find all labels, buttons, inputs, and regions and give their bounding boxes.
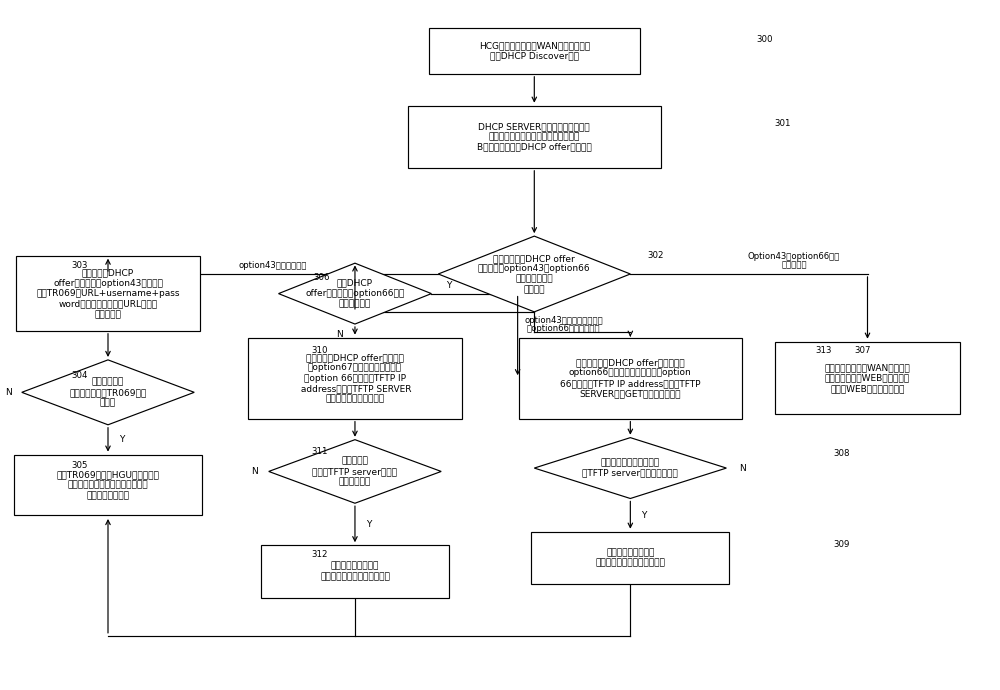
Polygon shape <box>269 440 441 503</box>
Text: Option43和option66均不: Option43和option66均不 <box>748 252 840 261</box>
Text: 310: 310 <box>312 346 328 355</box>
FancyBboxPatch shape <box>408 106 661 168</box>
Polygon shape <box>279 263 431 324</box>
Text: 304: 304 <box>72 371 88 380</box>
FancyBboxPatch shape <box>248 337 462 419</box>
Text: 在有效信息: 在有效信息 <box>781 260 807 269</box>
Text: 判断是否接
收到由TFTP server下发的
通用配置文件: 判断是否接 收到由TFTP server下发的 通用配置文件 <box>312 457 397 486</box>
Text: 311: 311 <box>312 446 328 455</box>
Text: 但option66存在有效信息: 但option66存在有效信息 <box>527 324 601 333</box>
Text: 终端设备允许通过WAN口远程访
问本终端设备的WEB页面的功能
，通过WEB方式来进行配置: 终端设备允许通过WAN口远程访 问本终端设备的WEB页面的功能 ，通过WEB方式… <box>825 363 910 393</box>
Text: HCG型终端设备通过WAN连接向网络中
广播DHCP Discover报文: HCG型终端设备通过WAN连接向网络中 广播DHCP Discover报文 <box>479 41 590 61</box>
FancyBboxPatch shape <box>16 257 200 331</box>
Text: 判断DHCP
offer响应报文中option66是否
存在有效信息: 判断DHCP offer响应报文中option66是否 存在有效信息 <box>305 279 405 308</box>
Text: N: N <box>252 467 258 476</box>
Text: 300: 300 <box>757 35 773 44</box>
Text: DHCP SERVER判断本地存在可用于
自动部署的选择信息，向终端设备发送
B包括选择信息的DHCP offer响应报文: DHCP SERVER判断本地存在可用于 自动部署的选择信息，向终端设备发送 B… <box>477 122 592 152</box>
Text: 313: 313 <box>816 346 832 355</box>
Text: option43存在有效信息: option43存在有效信息 <box>239 261 307 270</box>
FancyBboxPatch shape <box>531 531 729 584</box>
Text: 302: 302 <box>647 251 664 260</box>
Text: 终端设备获取DHCP offer响应报文中
option66字段中的信息，且根据option
66字段信息TFTP IP address自动向TFTP
SERV: 终端设备获取DHCP offer响应报文中 option66字段中的信息，且根据… <box>560 358 701 398</box>
FancyBboxPatch shape <box>519 337 742 419</box>
Text: 301: 301 <box>774 119 791 128</box>
Text: 终端设备判断
是否可以实现与TR069平台
的通信: 终端设备判断 是否可以实现与TR069平台 的通信 <box>69 377 147 407</box>
Text: Y: Y <box>119 435 124 444</box>
Text: N: N <box>739 464 745 473</box>
Text: 终端设备判断DHCP offer
响应报文的option43和option66
字段中是否存在
有效信息: 终端设备判断DHCP offer 响应报文的option43和option66 … <box>478 254 591 294</box>
Text: 308: 308 <box>833 448 850 457</box>
Text: 312: 312 <box>312 550 328 559</box>
Text: 307: 307 <box>855 346 871 355</box>
Text: option43不存在有效信息，: option43不存在有效信息， <box>524 316 603 325</box>
Polygon shape <box>534 437 726 498</box>
FancyBboxPatch shape <box>775 342 960 414</box>
FancyBboxPatch shape <box>429 28 640 74</box>
Text: 终端设备将DHCP
offer响应报文中option43字段中的
信息TR069的URL+username+pass
word分别添加到对应的URL、用户
名和: 终端设备将DHCP offer响应报文中option43字段中的 信息TR069… <box>36 268 180 319</box>
Text: 终端设备按照该通用
配置文件对终端设备进行配置: 终端设备按照该通用 配置文件对终端设备进行配置 <box>320 562 390 581</box>
FancyBboxPatch shape <box>261 545 449 598</box>
Text: N: N <box>5 388 11 397</box>
Text: 306: 306 <box>314 273 330 282</box>
Text: 接收TR069平台对HGU型终端设备
下发的管理和配置的报文，对终端
设备实现自动配置: 接收TR069平台对HGU型终端设备 下发的管理和配置的报文，对终端 设备实现自… <box>57 470 159 500</box>
Text: Y: Y <box>641 511 647 520</box>
Text: 端设备获取DHCP offer响应报文
中option67字段中的信息，且根
据option 66字段信息TFTP IP
 address自动向TFTP SER: 端设备获取DHCP offer响应报文 中option67字段中的信息，且根 据… <box>298 353 412 404</box>
Polygon shape <box>438 236 630 312</box>
Text: N: N <box>336 331 343 339</box>
Text: 305: 305 <box>72 461 88 470</box>
Text: 终端设备判断是否接收到
由TFTP server下发的配置文件: 终端设备判断是否接收到 由TFTP server下发的配置文件 <box>582 458 678 477</box>
Text: 终端设备按照该专用
配置文件对终端设备进行配置: 终端设备按照该专用 配置文件对终端设备进行配置 <box>595 549 665 568</box>
Polygon shape <box>22 360 194 425</box>
Text: 309: 309 <box>833 540 850 549</box>
Text: Y: Y <box>366 520 371 529</box>
Text: Y: Y <box>446 281 452 290</box>
FancyBboxPatch shape <box>14 455 202 515</box>
Text: 303: 303 <box>72 261 88 270</box>
